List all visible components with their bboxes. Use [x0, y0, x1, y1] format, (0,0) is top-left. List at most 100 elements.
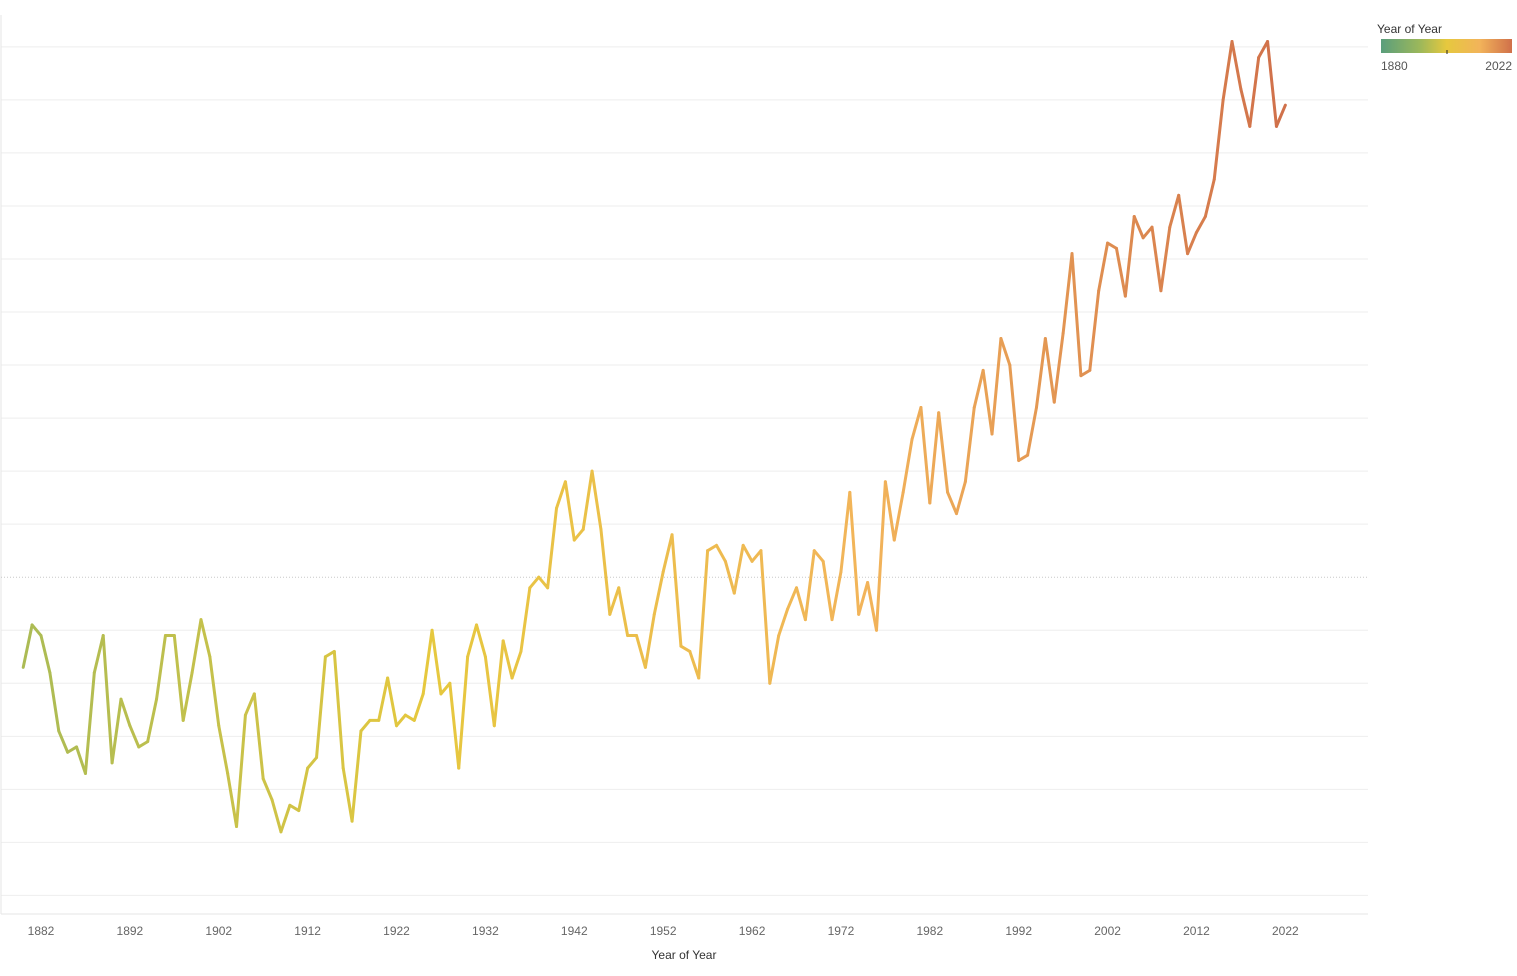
line-segment — [883, 480, 896, 542]
x-tick-label: 1882 — [28, 924, 55, 938]
line-segment — [972, 368, 985, 409]
line-segment — [1088, 289, 1101, 372]
line-segment — [1141, 225, 1154, 240]
line-segment — [261, 777, 274, 802]
line-segment — [777, 607, 790, 638]
color-legend: Year of Year 1880 2022 — [1377, 22, 1512, 73]
x-tick-label: 1912 — [294, 924, 321, 938]
line-segment — [30, 623, 43, 638]
line-segment — [874, 480, 887, 632]
line-segment — [794, 586, 807, 622]
x-tick-label: 1942 — [561, 924, 588, 938]
x-tick-label: 1992 — [1005, 924, 1032, 938]
line-segment — [483, 655, 496, 728]
line-segment — [1061, 252, 1074, 335]
line-segment — [821, 559, 834, 622]
legend-gradient-bar — [1381, 39, 1512, 53]
line-segment — [1043, 337, 1056, 404]
line-segment — [1070, 252, 1083, 378]
line-segment — [714, 543, 727, 563]
line-segment — [1230, 40, 1243, 91]
line-segment — [528, 575, 541, 590]
line-segment — [39, 634, 52, 675]
line-segment — [697, 549, 710, 680]
line-segment — [1150, 225, 1163, 293]
line-segment — [546, 506, 559, 590]
line-segment — [937, 411, 950, 494]
line-segment — [670, 533, 683, 648]
line-segment — [857, 581, 870, 616]
line-segment — [208, 655, 221, 728]
line-segment — [1026, 405, 1038, 457]
line-segment — [403, 713, 416, 722]
x-axis-ticks: 1882 1892 1902 1912 1922 1932 1942 1952 1962 1972… — [28, 924, 1299, 938]
line-segment — [723, 559, 736, 595]
line-segment — [323, 649, 336, 659]
line-segment — [537, 575, 550, 590]
line-segment — [439, 681, 452, 696]
line-segment — [981, 368, 994, 436]
line-segment — [119, 697, 132, 728]
line-segment — [830, 570, 843, 622]
line-segment — [359, 718, 372, 733]
line-segment — [954, 480, 967, 516]
line-segment — [661, 533, 674, 574]
line-segment — [57, 729, 70, 754]
line-segment — [750, 549, 763, 563]
line-segment — [572, 527, 585, 542]
line-segment — [172, 634, 185, 722]
line-segment — [1257, 40, 1270, 59]
line-segment — [1212, 98, 1225, 181]
line-segment — [1132, 215, 1145, 240]
line-segment — [297, 766, 310, 813]
legend-title: Year of Year — [1377, 22, 1442, 36]
line-segment — [341, 766, 354, 823]
line-segment — [581, 469, 594, 531]
line-segment — [48, 671, 61, 733]
x-tick-label: 1952 — [650, 924, 677, 938]
line-segment — [243, 692, 256, 717]
line-segment — [110, 697, 123, 765]
line-segment — [146, 697, 159, 744]
line-segment — [1079, 368, 1092, 378]
line-segment — [270, 798, 283, 834]
line-segment — [492, 639, 505, 728]
line-segment — [555, 480, 567, 510]
line-segment — [1203, 177, 1216, 219]
line-segment — [1034, 337, 1047, 409]
line-segment — [1159, 225, 1172, 293]
line-segment — [306, 756, 319, 770]
line-segment — [679, 644, 692, 653]
line-segment — [66, 745, 79, 754]
line-segment — [279, 803, 292, 834]
line-segment — [635, 634, 647, 669]
line-segment — [252, 692, 265, 781]
line-segment — [1221, 40, 1234, 102]
line-segment — [519, 586, 532, 653]
line-segment — [21, 623, 34, 669]
x-tick-label: 1962 — [739, 924, 766, 938]
line-segment — [759, 549, 772, 685]
line-segment — [137, 740, 150, 749]
line-segment — [101, 634, 114, 765]
line-segment — [181, 671, 194, 722]
line-segment — [332, 649, 345, 770]
line-segment — [866, 581, 878, 632]
line-segment — [848, 490, 861, 616]
line-segment — [1097, 241, 1110, 293]
line-segment — [643, 612, 656, 669]
x-axis-title: Year of Year — [652, 948, 717, 962]
line-segment — [457, 655, 470, 770]
line-segment — [590, 469, 603, 531]
line-segment — [217, 724, 230, 775]
line-segment — [1266, 40, 1278, 128]
line-segment — [430, 628, 443, 696]
line-segment — [839, 490, 852, 574]
line-segment — [910, 405, 923, 441]
line-segment — [1168, 193, 1181, 229]
line-segment — [448, 681, 461, 770]
line-segment — [1274, 103, 1287, 128]
line-segment — [892, 490, 905, 542]
line-segment — [1017, 453, 1030, 463]
